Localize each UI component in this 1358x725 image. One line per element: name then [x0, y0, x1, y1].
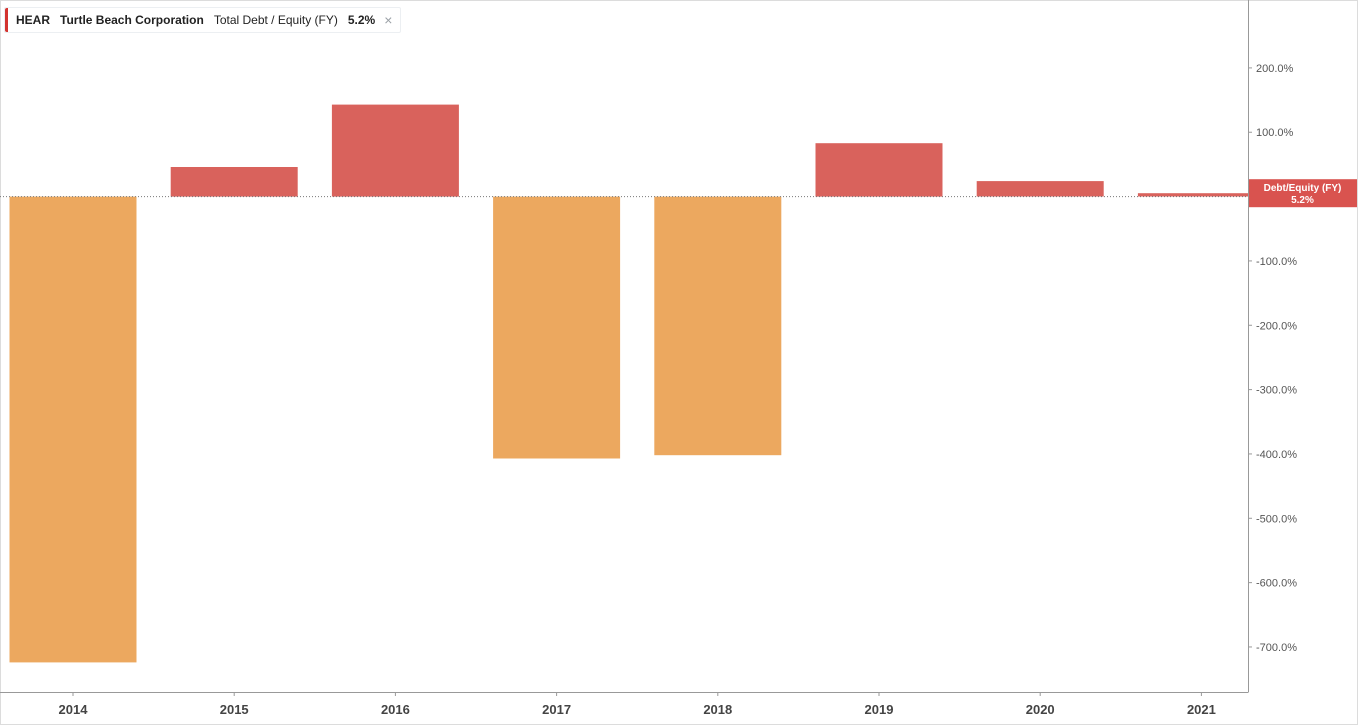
- legend-ticker: HEAR: [16, 13, 51, 27]
- y-tick-label: 200.0%: [1256, 63, 1294, 75]
- current-value-flag-bg: [1249, 179, 1357, 208]
- x-tick-label: 2015: [220, 702, 249, 717]
- current-value-flag-label: Debt/Equity (FY): [1264, 183, 1342, 194]
- bar-2016[interactable]: [331, 104, 459, 197]
- x-axis-labels: 2014 2015 2016 2017 2018 2019 2020 2021: [59, 692, 1216, 717]
- bars-group: [9, 104, 1265, 663]
- y-tick-label: -700.0%: [1256, 642, 1297, 654]
- bar-2015[interactable]: [170, 167, 298, 197]
- bar-2021[interactable]: [1137, 193, 1265, 197]
- x-tick-label: 2016: [381, 702, 410, 717]
- bar-2019[interactable]: [815, 143, 943, 197]
- y-axis-ticks: 200.0% 100.0% -100.0% -200.0% -300.0% -400.0%…: [1248, 63, 1297, 654]
- x-tick-label: 2021: [1187, 702, 1216, 717]
- y-tick-label: -300.0%: [1256, 385, 1297, 397]
- legend-metric: Total Debt / Equity (FY): [213, 13, 338, 27]
- close-icon[interactable]: ×: [384, 12, 393, 28]
- y-tick-label: -600.0%: [1256, 578, 1297, 590]
- bar-2020[interactable]: [976, 181, 1104, 197]
- x-tick-label: 2019: [865, 702, 894, 717]
- x-tick-label: 2018: [703, 702, 732, 717]
- y-tick-label: 100.0%: [1256, 127, 1294, 139]
- legend-chip: HEAR Turtle Beach Corporation Total Debt…: [4, 7, 402, 33]
- y-tick-label: -400.0%: [1256, 449, 1297, 461]
- legend-company: Turtle Beach Corporation: [60, 13, 204, 27]
- bar-2018[interactable]: [654, 196, 782, 456]
- current-value-flag-value: 5.2%: [1291, 195, 1314, 206]
- current-value-flag: Debt/Equity (FY) 5.2%: [1249, 179, 1357, 208]
- x-tick-label: 2017: [542, 702, 571, 717]
- y-tick-label: -500.0%: [1256, 513, 1297, 525]
- y-tick-label: -100.0%: [1256, 256, 1297, 268]
- bar-2017[interactable]: [493, 196, 621, 459]
- legend-value: 5.2%: [347, 13, 376, 27]
- legend-color-swatch: [5, 8, 8, 32]
- y-tick-label: -200.0%: [1256, 320, 1297, 332]
- x-tick-label: 2014: [59, 702, 89, 717]
- bar-2014[interactable]: [9, 196, 137, 663]
- x-tick-label: 2020: [1026, 702, 1055, 717]
